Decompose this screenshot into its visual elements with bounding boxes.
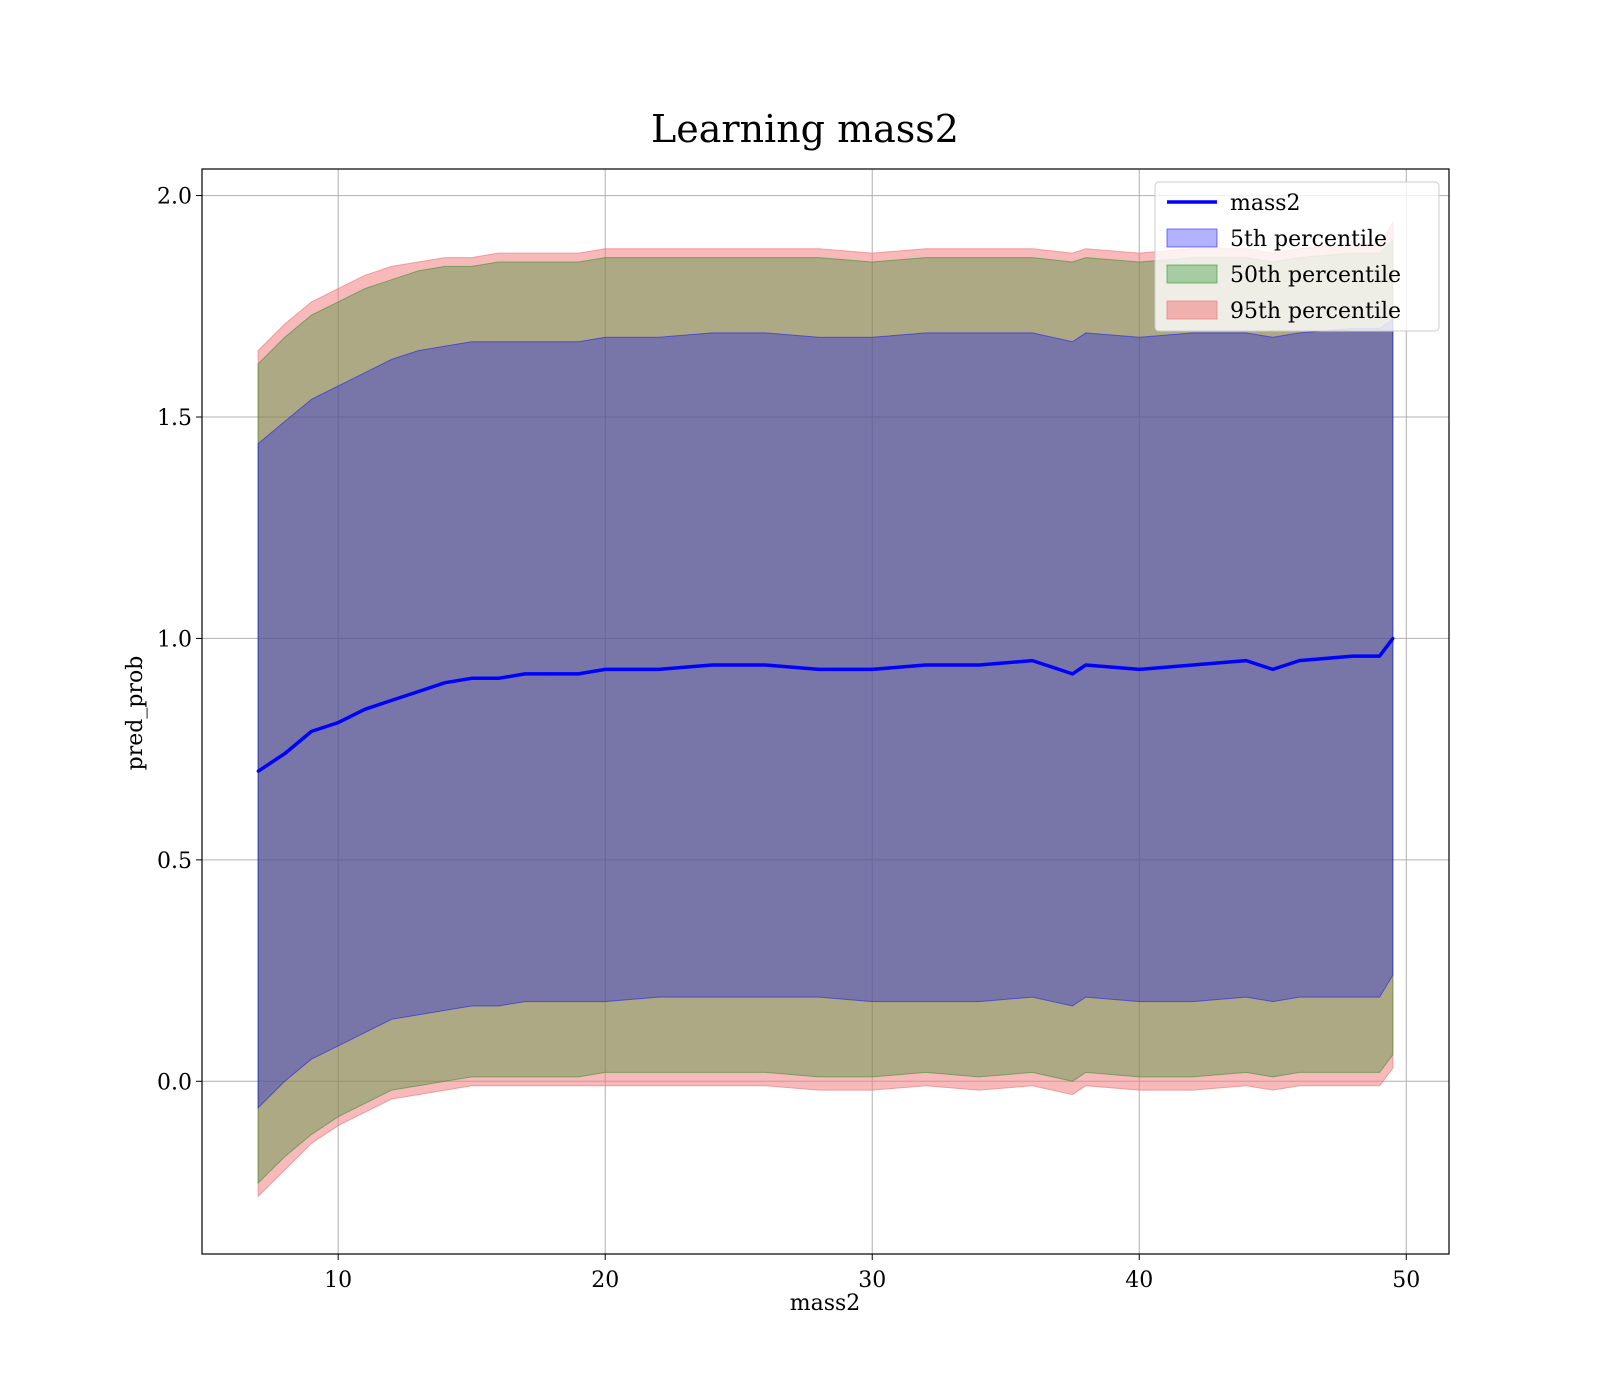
point-mass2	[1244, 659, 1248, 663]
point-mass2	[496, 676, 500, 680]
point-mass2	[1378, 654, 1382, 658]
y-tick-label: 2.0	[157, 185, 192, 210]
point-mass2	[1137, 667, 1141, 671]
line-mass2	[257, 637, 1395, 773]
legend-label: 5th percentile	[1230, 227, 1387, 252]
point-mass2	[1271, 667, 1275, 671]
x-tick-label: 50	[1392, 1268, 1420, 1293]
legend-label: 95th percentile	[1230, 299, 1401, 324]
y-tick-label: 0.5	[157, 849, 192, 874]
legend-box	[1154, 181, 1440, 332]
band-50th-percentile	[257, 238, 1394, 1185]
x-tick-label: 40	[1125, 1268, 1153, 1293]
legend-swatch-5th	[1166, 228, 1218, 248]
point-mass2	[550, 672, 554, 676]
point-mass2	[390, 698, 394, 702]
point-mass2	[256, 769, 260, 773]
point-mass2	[1070, 672, 1074, 676]
point-mass2	[577, 672, 581, 676]
point-mass2	[470, 676, 474, 680]
x-axis-label: mass2	[790, 1291, 861, 1316]
band-5th-percentile	[257, 318, 1394, 1110]
point-mass2	[710, 663, 714, 667]
x-tick-label: 10	[324, 1268, 352, 1293]
band-95th-percentile	[257, 220, 1394, 1198]
x-tick-label: 30	[858, 1268, 886, 1293]
point-mass2	[1297, 659, 1301, 663]
point-mass2	[763, 663, 767, 667]
point-mass2	[416, 690, 420, 694]
y-tick-label: 1.5	[157, 406, 192, 431]
point-mass2	[309, 729, 313, 733]
point-mass2	[924, 663, 928, 667]
chart-title: Learning mass2	[651, 107, 959, 151]
legend-swatch-50th	[1166, 264, 1218, 284]
point-mass2	[870, 667, 874, 671]
point-mass2	[1030, 659, 1034, 663]
point-mass2	[603, 667, 607, 671]
point-mass2	[523, 672, 527, 676]
x-tick-label: 20	[591, 1268, 619, 1293]
point-mass2	[977, 663, 981, 667]
plot-frame	[201, 168, 1450, 1255]
legend-label: 50th percentile	[1230, 263, 1401, 288]
point-mass2	[336, 721, 340, 725]
point-mass2	[1191, 663, 1195, 667]
point-mass2	[363, 707, 367, 711]
legend: mass2 5th percentile 50th percentile 95th p…	[1154, 181, 1440, 332]
legend-label: mass2	[1230, 191, 1301, 216]
point-mass2	[1084, 663, 1088, 667]
point-mass2	[283, 752, 287, 756]
point-mass2	[1391, 636, 1395, 640]
data-layer	[256, 220, 1395, 1198]
y-tick-label: 1.0	[157, 627, 192, 652]
point-mass2	[657, 667, 661, 671]
point-mass2	[817, 667, 821, 671]
point-mass2	[443, 681, 447, 685]
y-axis-label: pred_prob	[123, 656, 148, 771]
legend-swatch-95th	[1166, 300, 1218, 320]
point-mass2	[1351, 654, 1355, 658]
y-tick-label: 0.0	[157, 1070, 192, 1095]
